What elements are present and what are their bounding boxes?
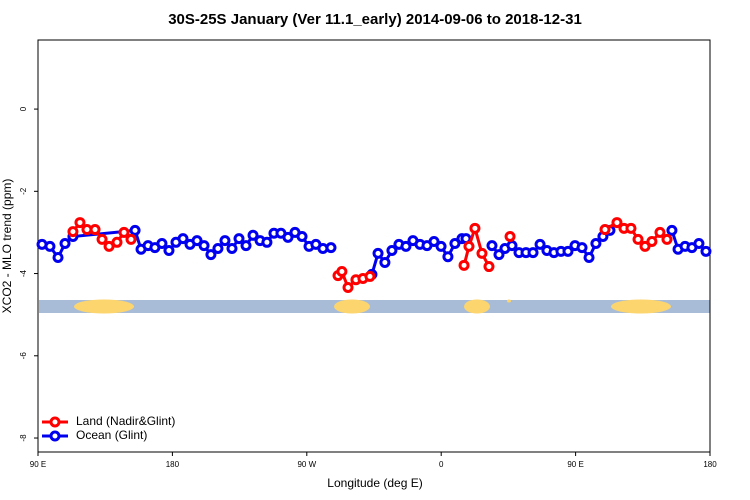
data-point (458, 259, 470, 271)
chart-title: 30S-25S January (Ver 11.1_early) 2014-09… (168, 11, 582, 28)
data-point (129, 224, 141, 236)
data-point (661, 233, 673, 245)
data-point (654, 226, 666, 238)
data-point (103, 240, 115, 252)
data-point (296, 231, 308, 243)
data-point (198, 240, 210, 252)
data-point (534, 238, 546, 250)
data-point (191, 235, 203, 247)
data-point (364, 270, 376, 282)
data-point (449, 238, 461, 250)
data-point (240, 240, 252, 252)
x-axis-label: Longitude (deg E) (327, 476, 422, 490)
data-point (632, 233, 644, 245)
data-point (504, 231, 516, 243)
data-point (463, 240, 475, 252)
data-point (400, 240, 412, 252)
x-tick-label: 180 (166, 460, 180, 469)
data-point (562, 245, 574, 257)
data-point (583, 252, 595, 264)
data-point (386, 245, 398, 257)
legend-marker (49, 430, 61, 442)
data-point (212, 242, 224, 254)
data-point (646, 235, 658, 247)
data-point (125, 233, 137, 245)
data-point (163, 245, 175, 257)
data-point (379, 256, 391, 268)
data-point (96, 233, 108, 245)
land-band (334, 299, 370, 314)
data-point (44, 240, 56, 252)
data-point (693, 238, 705, 250)
land-band (611, 299, 671, 314)
x-tick-label: 180 (703, 460, 717, 469)
data-point (527, 247, 539, 259)
data-point (493, 249, 505, 261)
data-point (111, 236, 123, 248)
data-point (67, 226, 79, 238)
data-point (372, 247, 384, 259)
data-point (52, 252, 64, 264)
data-point (282, 231, 294, 243)
data-point (483, 261, 495, 273)
data-point (576, 242, 588, 254)
data-point (89, 224, 101, 236)
x-tick-label: 90 E (30, 460, 46, 469)
data-point (325, 242, 337, 254)
data-point (342, 282, 354, 294)
data-point (442, 251, 454, 263)
data-point (156, 238, 168, 250)
land-band (507, 299, 511, 303)
y-tick-label: -2 (19, 187, 28, 195)
data-point (486, 240, 498, 252)
data-point (590, 238, 602, 250)
data-point (476, 247, 488, 259)
data-point (205, 249, 217, 261)
y-tick-label: -4 (19, 269, 28, 277)
y-tick-label: -6 (19, 352, 28, 360)
data-point (625, 222, 637, 234)
data-point (261, 236, 273, 248)
y-axis-label: XCO2 - MLO trend (ppm) (0, 179, 14, 314)
x-tick-label: 0 (439, 460, 444, 469)
data-point (506, 240, 518, 252)
data-point (639, 240, 651, 252)
data-point (435, 240, 447, 252)
data-point (177, 233, 189, 245)
data-point (74, 217, 86, 229)
data-point (118, 226, 130, 238)
x-tick-label: 90 W (297, 460, 316, 469)
data-point (666, 224, 678, 236)
data-point (469, 222, 481, 234)
land-band (464, 299, 490, 314)
y-tick-label: 0 (19, 106, 28, 111)
data-point (700, 245, 712, 257)
y-tick-label: -8 (19, 434, 28, 442)
data-point (599, 224, 611, 236)
data-point (247, 229, 259, 241)
data-point (59, 238, 71, 250)
legend-label: Land (Nadir&Glint) (76, 414, 175, 428)
land-band (74, 299, 134, 314)
legend-label: Ocean (Glint) (76, 428, 147, 442)
x-tick-label: 90 E (567, 460, 583, 469)
data-point (611, 217, 623, 229)
land-ocean-band (39, 299, 710, 314)
data-point (226, 242, 238, 254)
data-point (219, 235, 231, 247)
data-point (233, 233, 245, 245)
data-point (428, 235, 440, 247)
legend-marker (49, 416, 61, 428)
data-point (336, 265, 348, 277)
ocean-band (39, 300, 710, 313)
